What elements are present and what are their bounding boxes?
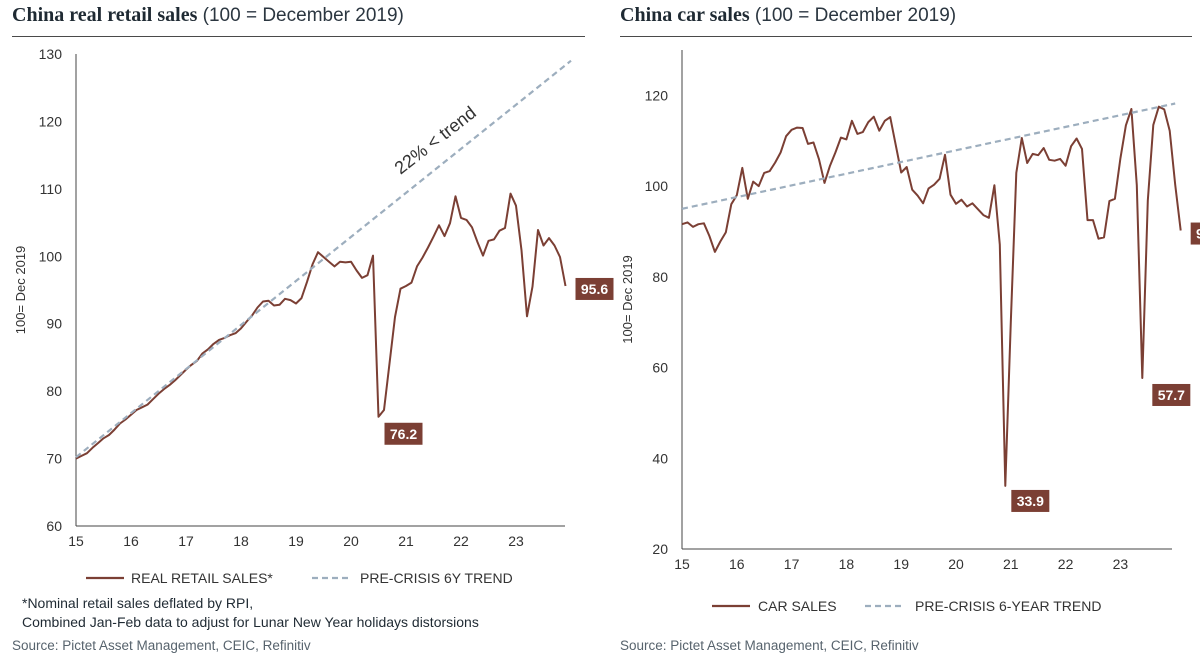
left-title-rule <box>12 36 585 37</box>
trend-line <box>75 59 572 459</box>
x-tick-label: 23 <box>1113 556 1129 572</box>
y-tick-label: 100 <box>39 248 63 264</box>
right-title-subtitle: (100 = December 2019) <box>754 5 957 26</box>
x-tick-label: 15 <box>68 533 84 549</box>
y-tick-label: 110 <box>40 181 63 197</box>
legend-label: PRE-CRISIS 6Y TREND <box>360 570 513 586</box>
data-label-text: 95.6 <box>581 281 608 297</box>
trend-gap-annotation: 22% < trend <box>391 102 480 178</box>
y-tick-label: 40 <box>652 450 668 466</box>
y-tick-label: 60 <box>652 360 668 376</box>
y-tick-label: 100 <box>645 178 669 194</box>
y-axis-label: 100= Dec 2019 <box>620 255 635 344</box>
x-tick-label: 20 <box>343 533 359 549</box>
data-label: 90.2 <box>1190 222 1200 245</box>
y-tick-label: 60 <box>46 518 62 534</box>
right-title-rule <box>620 36 1192 37</box>
right-title-bold: China car sales <box>620 4 750 26</box>
x-tick-label: 21 <box>1003 556 1019 572</box>
data-label-box <box>1011 489 1050 512</box>
x-tick-label: 16 <box>123 533 139 549</box>
y-tick-label: 80 <box>652 269 668 285</box>
legend-label: REAL RETAIL SALES* <box>131 570 273 586</box>
x-tick-label: 22 <box>1058 556 1074 572</box>
data-label: 33.9 <box>1011 489 1050 512</box>
y-tick-label: 20 <box>652 541 668 557</box>
y-tick-label: 90 <box>46 316 62 332</box>
x-tick-label: 23 <box>508 533 524 549</box>
trend-line <box>681 102 1176 210</box>
data-label-box <box>1152 383 1191 406</box>
x-tick-label: 17 <box>784 556 800 572</box>
left-footnote-1: *Nominal retail sales deflated by RPI, <box>22 595 254 611</box>
y-tick-label: 120 <box>39 113 63 129</box>
x-tick-label: 15 <box>674 556 690 572</box>
data-label-text: 76.2 <box>390 426 417 442</box>
data-label: 57.7 <box>1152 383 1191 406</box>
y-axis-label: 100= Dec 2019 <box>13 246 28 335</box>
x-tick-label: 21 <box>398 533 414 549</box>
x-tick-label: 19 <box>893 556 909 572</box>
y-tick-label: 80 <box>46 383 62 399</box>
left-footnote-2: Combined Jan-Feb data to adjust for Luna… <box>22 614 479 630</box>
legend-label: PRE-CRISIS 6-YEAR TREND <box>915 598 1101 614</box>
data-label: 95.6 <box>575 277 614 300</box>
left-chart-title: China real retail sales (100 = December … <box>12 4 404 27</box>
series-line <box>75 192 567 460</box>
right-chart: 20 40 60 80 100 120 15 16 17 18 19 20 21 22 23 100= Dec… <box>620 50 1200 614</box>
data-label: 76.2 <box>384 422 423 445</box>
series-line <box>681 105 1182 487</box>
y-tick-label: 130 <box>39 46 63 62</box>
left-title-subtitle: (100 = December 2019) <box>202 5 404 26</box>
x-tick-label: 17 <box>178 533 194 549</box>
data-label-text: 57.7 <box>1158 387 1185 403</box>
data-label-text: 90.2 <box>1196 226 1200 242</box>
x-tick-label: 19 <box>288 533 304 549</box>
left-source: Source: Pictet Asset Management, CEIC, R… <box>12 638 311 653</box>
x-tick-label: 18 <box>839 556 855 572</box>
right-chart-title: China car sales (100 = December 2019) <box>620 4 956 27</box>
data-label-box <box>575 277 614 300</box>
left-title-bold: China real retail sales <box>12 4 198 26</box>
y-tick-label: 70 <box>46 451 62 467</box>
x-tick-label: 22 <box>453 533 469 549</box>
data-label-text: 33.9 <box>1017 493 1044 509</box>
x-tick-label: 18 <box>233 533 249 549</box>
legend-label: CAR SALES <box>758 598 837 614</box>
right-source: Source: Pictet Asset Management, CEIC, R… <box>620 638 919 653</box>
left-chart: 60 70 80 90 100 110 120 130 15 16 17 18 19 20 21 22 23 10… <box>13 46 614 586</box>
x-tick-label: 20 <box>948 556 964 572</box>
data-label-box <box>1190 222 1200 245</box>
y-tick-label: 120 <box>645 87 669 103</box>
x-tick-label: 16 <box>729 556 745 572</box>
data-label-box <box>384 422 423 445</box>
